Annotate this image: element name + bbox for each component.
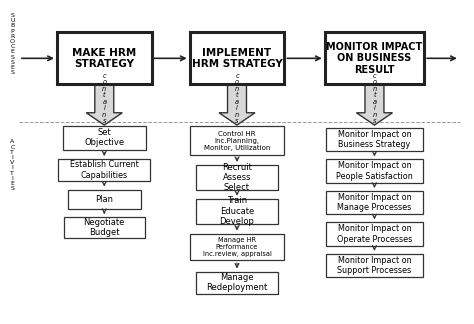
Text: Manage
Redeployment: Manage Redeployment [206,273,268,292]
FancyBboxPatch shape [63,126,146,150]
Text: Set
Objective: Set Objective [84,128,124,147]
FancyBboxPatch shape [190,126,284,155]
FancyBboxPatch shape [196,199,278,224]
FancyBboxPatch shape [67,190,141,209]
Text: Negotiate
Budget: Negotiate Budget [83,218,125,237]
FancyBboxPatch shape [325,32,424,84]
FancyBboxPatch shape [196,165,278,190]
Text: c
o
n
t
a
i
n
s: c o n t a i n s [102,73,106,124]
FancyBboxPatch shape [326,191,423,214]
FancyBboxPatch shape [326,222,423,246]
Text: S
U
B
P
R
O
C
E
S
S
E
S: S U B P R O C E S S E S [10,13,15,75]
Text: Monitor Impact on
Business Strategy: Monitor Impact on Business Strategy [337,130,411,149]
Polygon shape [86,84,122,125]
Text: Recruit
Assess
Select: Recruit Assess Select [222,163,252,192]
Text: c
o
n
t
a
i
n
s: c o n t a i n s [373,73,376,124]
FancyBboxPatch shape [57,32,152,84]
Text: Monitor Impact on
Manage Processes: Monitor Impact on Manage Processes [337,193,411,212]
Polygon shape [356,84,392,125]
Text: Control HR
Inc.Planning,
Monitor, Utilization: Control HR Inc.Planning, Monitor, Utiliz… [204,131,270,151]
FancyBboxPatch shape [196,272,278,294]
Text: c
o
n
t
a
i
n
s: c o n t a i n s [235,73,239,124]
Text: Monitor Impact on
People Satisfaction: Monitor Impact on People Satisfaction [336,161,413,181]
FancyBboxPatch shape [326,254,423,277]
FancyBboxPatch shape [64,217,145,238]
Text: Manage HR
Performance
Inc.review, appraisal: Manage HR Performance Inc.review, apprai… [202,237,272,257]
FancyBboxPatch shape [326,128,423,151]
Text: MONITOR IMPACT
ON BUSINESS
RESULT: MONITOR IMPACT ON BUSINESS RESULT [326,42,423,75]
FancyBboxPatch shape [190,234,284,260]
FancyBboxPatch shape [326,159,423,183]
Polygon shape [219,84,255,125]
Text: Monitor Impact on
Support Processes: Monitor Impact on Support Processes [337,256,411,275]
Text: IMPLEMENT
HRM STRATEGY: IMPLEMENT HRM STRATEGY [191,48,283,69]
Text: A
C
T
I
V
I
T
I
E
S: A C T I V I T I E S [10,139,15,191]
FancyBboxPatch shape [58,159,151,181]
Text: Establish Current
Capabilities: Establish Current Capabilities [70,160,139,180]
Text: Plan: Plan [95,195,113,204]
Text: Train
Educate
Develop: Train Educate Develop [219,196,255,226]
FancyBboxPatch shape [190,32,284,84]
Text: Monitor Impact on
Operate Processes: Monitor Impact on Operate Processes [337,224,412,244]
Text: MAKE HRM
STRATEGY: MAKE HRM STRATEGY [72,48,137,69]
